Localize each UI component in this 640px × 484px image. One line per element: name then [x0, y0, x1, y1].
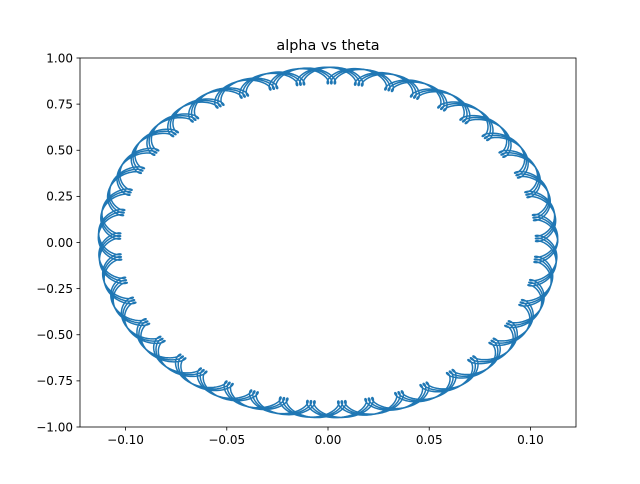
y-tick-label: −1.00: [36, 420, 73, 434]
series-line: [97, 66, 559, 419]
chart-title: alpha vs theta: [276, 38, 379, 54]
y-tick-label: −0.50: [36, 328, 73, 342]
y-tick-label: −0.25: [36, 282, 73, 296]
x-tick-label: 0.10: [517, 433, 544, 447]
x-tick-label: −0.10: [107, 433, 144, 447]
x-tick-label: 0.05: [416, 433, 443, 447]
x-tick-label: −0.05: [208, 433, 245, 447]
y-tick-label: 0.00: [46, 236, 73, 250]
plot-area: [97, 66, 559, 419]
x-tick-label: 0.00: [315, 433, 342, 447]
y-tick-label: 0.50: [46, 144, 73, 158]
y-tick-label: 1.00: [46, 51, 73, 65]
axes-frame: [79, 57, 577, 428]
y-tick-label: 0.75: [46, 97, 73, 111]
y-tick-label: −0.75: [36, 374, 73, 388]
x-axis: −0.10 −0.05 0.00 0.05 0.10: [107, 427, 544, 447]
y-tick-label: 0.25: [46, 190, 73, 204]
y-axis: −1.00 −0.75 −0.50 −0.25 0.00 0.25 0.50 0.75 1.00: [36, 51, 80, 434]
